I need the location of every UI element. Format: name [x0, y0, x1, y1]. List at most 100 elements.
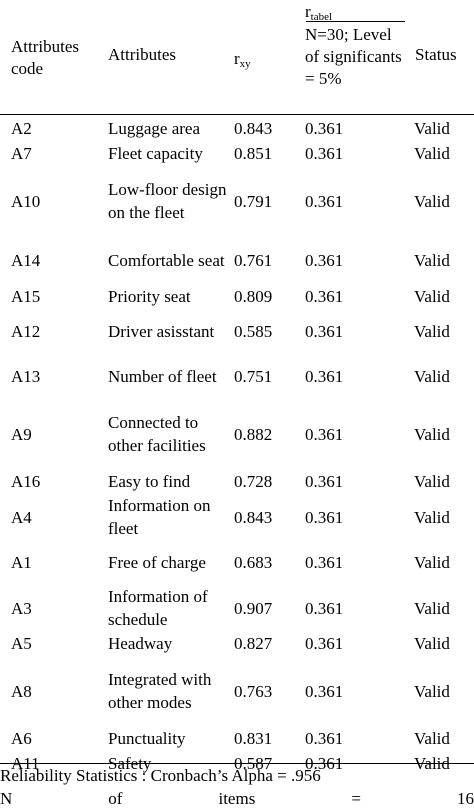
table-row: A15 Priority seat 0.809 0.361 Valid — [0, 284, 474, 309]
rtabel-cell: 0.361 — [305, 322, 344, 341]
n-items-line: N of items = 16 — [0, 787, 474, 810]
attribute-code-cell: A5 — [11, 634, 32, 653]
attribute-name-cell: Easy to find — [108, 472, 191, 491]
status-cell: Valid — [414, 507, 450, 527]
header-rtabel-main: r — [305, 2, 311, 21]
attribute-code-cell: A3 — [11, 598, 32, 618]
header-rxy-main: r — [234, 49, 240, 68]
table-row: A5 Headway 0.827 0.361 Valid — [0, 631, 474, 656]
attribute-code-cell: A15 — [11, 287, 41, 306]
header-rtabel-subscript: tabel — [310, 11, 333, 23]
table-row: A10 Low-floor design on the fleet 0.791 0.3… — [0, 166, 474, 236]
status-cell: Valid — [414, 472, 450, 491]
header-code: Attributes code — [11, 37, 79, 78]
attribute-name-cell: Priority seat — [108, 287, 191, 306]
status-cell: Valid — [414, 367, 450, 386]
rtabel-cell: 0.361 — [305, 424, 344, 444]
rxy-cell: 0.683 — [234, 553, 273, 572]
header-status: Status — [415, 45, 457, 64]
validity-table: A2 Luggage area 0.843 0.361 Valid A7 Fleet cap… — [0, 116, 474, 776]
rtabel-cell: 0.361 — [305, 681, 344, 701]
table-row: A14 Comfortable seat 0.761 0.361 Valid — [0, 236, 474, 284]
rxy-cell: 0.585 — [234, 322, 273, 341]
status-cell: Valid — [414, 322, 450, 341]
table-row: A3 Information of schedule 0.907 0.361 Valid — [0, 585, 474, 631]
attribute-name-cell: Free of charge — [108, 553, 206, 572]
n-items-word-1: N — [0, 789, 13, 808]
table-row: A7 Fleet capacity 0.851 0.361 Valid — [0, 141, 474, 166]
n-items-word-4: = — [351, 789, 361, 808]
status-cell: Valid — [414, 424, 450, 444]
attribute-name-cell: Punctuality — [108, 729, 186, 748]
header-rtabel-underline — [306, 21, 405, 22]
table-body: A2 Luggage area 0.843 0.361 Valid A7 Fleet cap… — [0, 116, 474, 776]
rxy-cell: 0.851 — [234, 144, 273, 163]
status-cell: Valid — [414, 191, 450, 211]
table-row: A4 Information on fleet 0.843 0.361 Valid — [0, 494, 474, 540]
attribute-name-cell: Number of fleet — [108, 367, 217, 386]
status-cell: Valid — [414, 144, 450, 163]
rtabel-cell: 0.361 — [305, 287, 344, 306]
rxy-cell: 0.751 — [234, 367, 273, 386]
rxy-cell: 0.831 — [234, 729, 273, 748]
rtabel-cell: 0.361 — [305, 507, 344, 527]
attribute-name-cell: Integrated with other modes — [108, 670, 212, 712]
attribute-code-cell: A12 — [11, 322, 41, 341]
rxy-cell: 0.882 — [234, 424, 273, 444]
attribute-name-cell: Information on fleet — [108, 496, 211, 538]
status-cell: Valid — [414, 681, 450, 701]
reliability-statistics: Reliability Statistics : Cronbach’s Alph… — [0, 766, 321, 785]
rtabel-cell: 0.361 — [305, 553, 344, 572]
attribute-code-cell: A1 — [11, 553, 32, 572]
status-cell: Valid — [414, 553, 450, 572]
rxy-cell: 0.843 — [234, 119, 273, 138]
table-bottom-rule — [0, 763, 474, 764]
attribute-name-cell: Driver asisstant — [108, 322, 215, 341]
rxy-cell: 0.827 — [234, 634, 273, 653]
status-cell: Valid — [414, 119, 450, 138]
header-rule — [0, 114, 474, 115]
table-row: A8 Integrated with other modes 0.763 0.361 V… — [0, 656, 474, 726]
status-cell: Valid — [414, 250, 450, 270]
attribute-name-cell: Comfortable seat — [108, 250, 225, 270]
attribute-code-cell: A10 — [11, 191, 41, 211]
rtabel-cell: 0.361 — [305, 250, 344, 270]
rxy-cell: 0.907 — [234, 598, 273, 618]
header-rxy-subscript: xy — [239, 58, 251, 70]
status-cell: Valid — [414, 729, 450, 748]
attribute-code-cell: A6 — [11, 729, 32, 748]
rtabel-cell: 0.361 — [305, 191, 344, 211]
attribute-name-cell: Luggage area — [108, 119, 201, 138]
status-cell: Valid — [414, 634, 450, 653]
header-rxy: rxy — [234, 47, 251, 76]
attribute-code-cell: A2 — [11, 119, 32, 138]
table-row: A6 Punctuality 0.831 0.361 Valid — [0, 726, 474, 751]
attribute-code-cell: A4 — [11, 507, 32, 527]
table-row: A1 Free of charge 0.683 0.361 Valid — [0, 540, 474, 585]
attribute-code-cell: A7 — [11, 144, 32, 163]
header-rtabel: rtabel — [305, 0, 332, 29]
rtabel-cell: 0.361 — [305, 144, 344, 163]
rtabel-cell: 0.361 — [305, 367, 344, 386]
rxy-cell: 0.809 — [234, 287, 273, 306]
rxy-cell: 0.843 — [234, 507, 273, 527]
rxy-cell: 0.763 — [234, 681, 273, 701]
n-items-word-2: of — [108, 789, 123, 808]
attribute-code-cell: A16 — [11, 472, 41, 491]
rxy-cell: 0.761 — [234, 250, 273, 270]
rxy-cell: 0.728 — [234, 472, 273, 491]
attribute-code-cell: A8 — [11, 681, 32, 701]
attribute-name-cell: Low-floor design on the fleet — [108, 180, 227, 222]
attribute-name-cell: Fleet capacity — [108, 144, 203, 163]
rxy-cell: 0.791 — [234, 191, 273, 211]
rtabel-cell: 0.361 — [305, 119, 344, 138]
attribute-name-cell: Information of schedule — [108, 587, 208, 629]
attribute-code-cell: A14 — [11, 250, 41, 270]
n-items-word-3: items — [218, 789, 256, 808]
attribute-name-cell: Connected to other facilities — [108, 413, 206, 455]
attribute-name-cell: Headway — [108, 634, 173, 653]
rtabel-cell: 0.361 — [305, 472, 344, 491]
table-row: A13 Number of fleet 0.751 0.361 Valid — [0, 354, 474, 399]
header-rtabel-detail: N=30; Level of significants = 5% — [305, 25, 402, 88]
